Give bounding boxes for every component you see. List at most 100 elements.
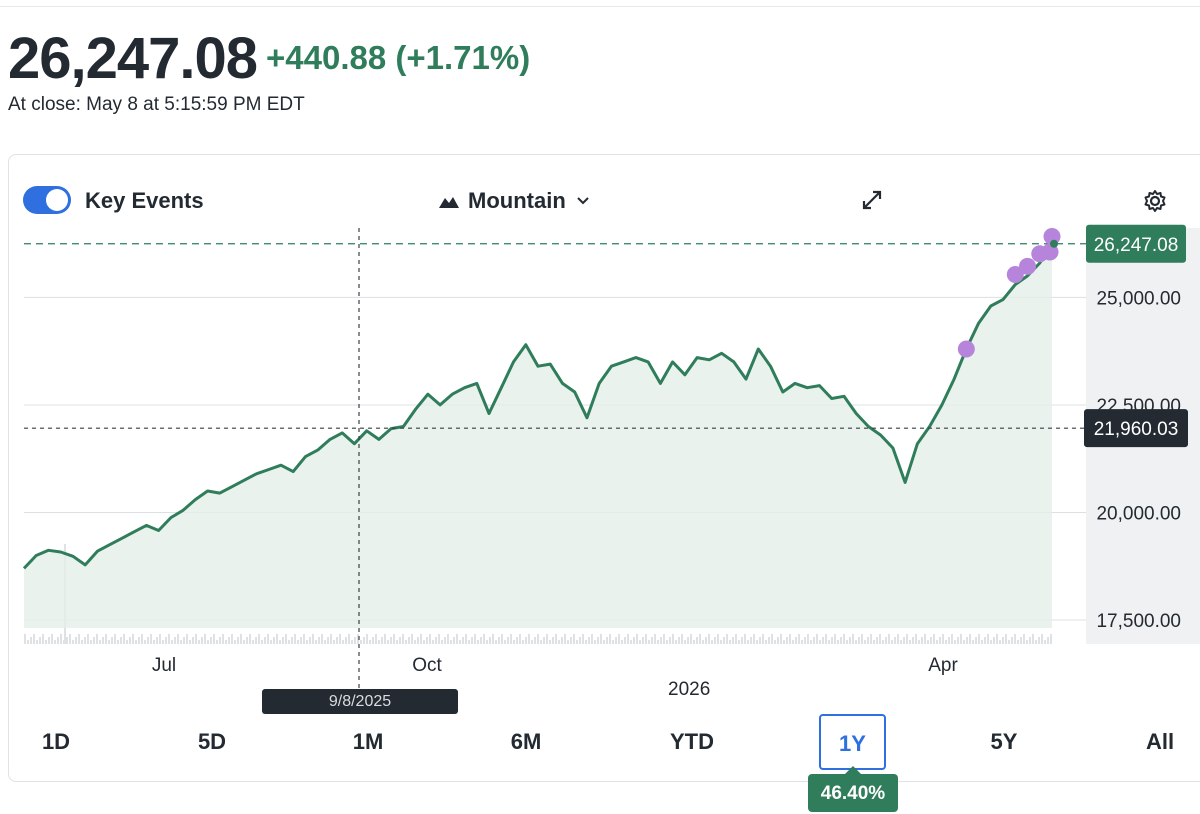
current-price: 26,247.08	[8, 26, 258, 91]
volume-bar	[336, 637, 338, 644]
mountain-icon	[438, 193, 460, 209]
volume-bar	[948, 637, 950, 644]
volume-bar	[153, 640, 155, 644]
volume-bar	[645, 634, 647, 644]
volume-bar	[387, 640, 389, 644]
volume-bar	[723, 637, 725, 644]
volume-bar	[693, 640, 695, 644]
volume-bar	[321, 634, 323, 644]
volume-bar	[702, 640, 704, 644]
volume-bar	[468, 640, 470, 644]
volume-bar	[315, 640, 317, 644]
volume-bar	[471, 637, 473, 644]
volume-bar	[351, 640, 353, 644]
range-ytd-button[interactable]: YTD	[660, 714, 724, 770]
range-5y-button[interactable]: 5Y	[972, 714, 1036, 770]
volume-bar	[897, 634, 899, 644]
x-axis-ticks: Jul Oct Apr	[152, 655, 959, 676]
volume-bar	[921, 637, 923, 644]
key-event-markers[interactable]	[957, 227, 1061, 358]
year-label: 2026	[668, 679, 711, 700]
volume-bar	[270, 640, 272, 644]
volume-bar	[717, 634, 719, 644]
volume-bar	[228, 637, 230, 644]
volume-bar	[243, 640, 245, 644]
volume-bar	[1032, 634, 1034, 644]
gear-icon[interactable]	[1142, 188, 1168, 214]
volume-bar	[984, 637, 986, 644]
range-1m-button[interactable]: 1M	[336, 714, 400, 770]
range-selector: 1D 5D 1M 6M YTD 1Y 5Y All	[0, 714, 1200, 770]
volume-bar	[318, 637, 320, 644]
volume-bar	[819, 640, 821, 644]
volume-bar	[999, 640, 1001, 644]
volume-bar	[1020, 637, 1022, 644]
volume-bar	[600, 634, 602, 644]
range-change-badge: 46.40%	[808, 766, 898, 812]
volume-bar	[291, 637, 293, 644]
volume-bar	[807, 634, 809, 644]
volume-bar	[585, 640, 587, 644]
crosshair-value-label: 21,960.03	[1094, 419, 1179, 440]
volume-bar	[1005, 634, 1007, 644]
chart-type-dropdown[interactable]: Mountain	[438, 186, 590, 216]
volume-bar	[621, 640, 623, 644]
volume-bar	[459, 640, 461, 644]
volume-bar	[780, 634, 782, 644]
volume-bar	[603, 640, 605, 644]
volume-bar	[132, 634, 134, 644]
volume-bar	[390, 637, 392, 644]
volume-bar	[324, 640, 326, 644]
volume-bar	[855, 640, 857, 644]
volume-bar	[81, 640, 83, 644]
range-5d-button[interactable]: 5D	[180, 714, 244, 770]
volume-bar	[564, 634, 566, 644]
volume-bar	[375, 634, 377, 644]
volume-bar	[975, 637, 977, 644]
range-all-button[interactable]: All	[1128, 714, 1192, 770]
volume-bar	[51, 634, 53, 644]
volume-bar	[393, 634, 395, 644]
volume-bar	[417, 637, 419, 644]
volume-bar	[450, 640, 452, 644]
volume-bar	[237, 637, 239, 644]
key-event-marker[interactable]	[1006, 266, 1024, 284]
volume-bar	[555, 634, 557, 644]
volume-bar	[1047, 637, 1049, 644]
volume-bar	[579, 637, 581, 644]
volume-bar	[489, 637, 491, 644]
volume-bar	[357, 634, 359, 644]
volume-bar	[306, 640, 308, 644]
range-6m-button[interactable]: 6M	[494, 714, 558, 770]
volume-bar	[372, 637, 374, 644]
volume-bar	[1011, 637, 1013, 644]
last-point-dot	[1050, 239, 1058, 248]
volume-bar	[873, 640, 875, 644]
volume-bar	[402, 634, 404, 644]
volume-bar	[750, 637, 752, 644]
volume-bar	[423, 640, 425, 644]
volume-bar	[147, 637, 149, 644]
volume-bar	[687, 637, 689, 644]
volume-bar	[930, 637, 932, 644]
volume-bar	[522, 640, 524, 644]
range-1y-button[interactable]: 1Y	[819, 714, 886, 770]
key-event-marker[interactable]	[1019, 257, 1037, 275]
volume-bar	[774, 640, 776, 644]
volume-bar	[630, 640, 632, 644]
key-events-toggle[interactable]	[23, 186, 71, 214]
volume-bar	[477, 640, 479, 644]
volume-bar	[1026, 640, 1028, 644]
range-1d-button[interactable]: 1D	[24, 714, 88, 770]
expand-icon[interactable]	[860, 188, 884, 212]
volume-bar	[849, 637, 851, 644]
volume-bar	[54, 640, 56, 644]
volume-bar	[84, 637, 86, 644]
crosshair-tag: 21,960.03	[1084, 409, 1188, 448]
volume-bar	[735, 634, 737, 644]
volume-bar	[642, 637, 644, 644]
volume-bar	[783, 640, 785, 644]
volume-bar	[966, 637, 968, 644]
key-event-marker[interactable]	[957, 340, 975, 358]
volume-bar	[969, 634, 971, 644]
